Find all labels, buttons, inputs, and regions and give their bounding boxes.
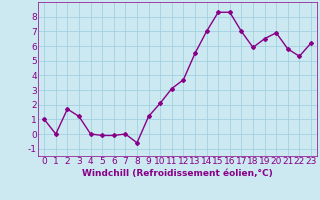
X-axis label: Windchill (Refroidissement éolien,°C): Windchill (Refroidissement éolien,°C) <box>82 169 273 178</box>
